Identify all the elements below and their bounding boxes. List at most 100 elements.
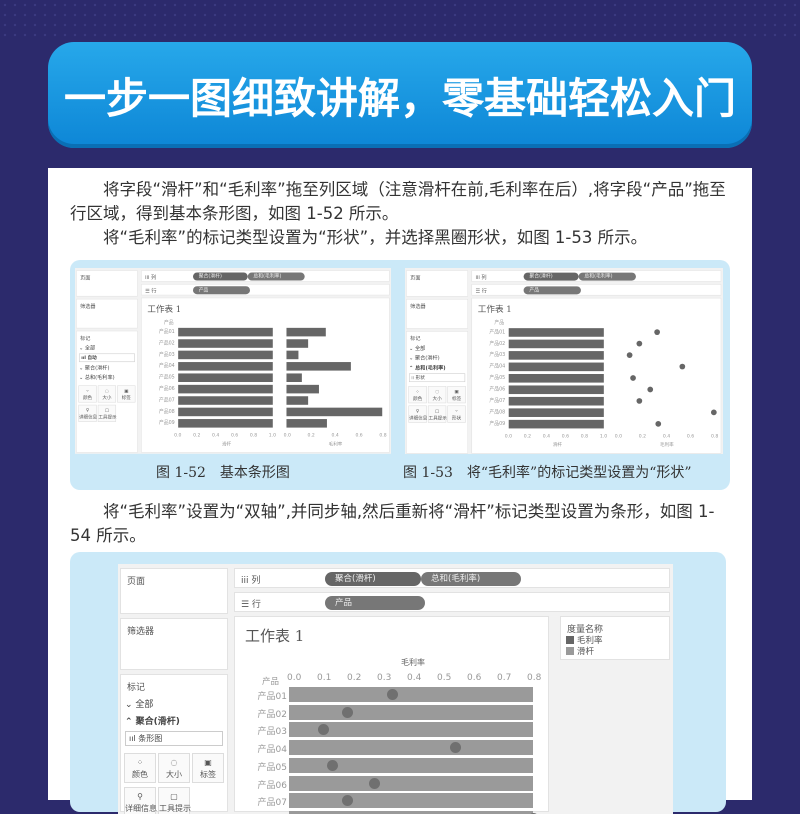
mark-button-icon: ⚲: [85, 407, 90, 413]
slider-tick: 0.2: [523, 433, 532, 439]
mark-button-icon: ⚲: [137, 792, 143, 801]
marks-card-item[interactable]: ⌄ 聚合(滑杆): [409, 355, 440, 362]
mark-button-label: 标签: [451, 395, 462, 401]
margin-dot: [655, 420, 662, 427]
sheet-title: 工作表 1: [245, 627, 305, 645]
mark-button-label: 标签: [121, 395, 131, 401]
mark-button-2[interactable]: ▣ 标签: [117, 385, 136, 403]
columns-shelf[interactable]: iii 列 聚合(滑杆) 总和(毛利率): [471, 270, 722, 282]
mark-button-0[interactable]: ⁘ 颜色: [408, 386, 427, 404]
sheet-view: 工作表 1 毛利率 0.0 0.1 0.2 0.3 0.4 0.5 0.6 0.7 0.8 产品 产品0…: [234, 616, 549, 814]
slider-bar: [178, 384, 273, 394]
mark-type-dropdown[interactable]: ııl 自动: [78, 353, 135, 363]
mark-button-1[interactable]: ◌ 大小: [97, 385, 117, 403]
mark-button-icon: ⁘: [415, 388, 420, 395]
mark-button-4[interactable]: ▢ 工具提示: [427, 405, 447, 423]
slider-tick: 0.4: [542, 433, 551, 439]
slider-bar: [289, 722, 533, 738]
background-pattern: [0, 0, 800, 40]
mark-button-1[interactable]: ◌ 大小: [158, 753, 190, 783]
figure-1-52: 页面 iii 列聚合(滑杆) 总和(毛利率) ☰ 行产品 筛选器 标记 ⌄ 全部 ııl 自动…: [75, 268, 391, 454]
mark-button-icon: ▣: [454, 388, 459, 395]
column-pill[interactable]: 聚合(滑杆): [192, 272, 248, 281]
slider-tick: 0.8: [249, 432, 258, 438]
marks-card-item[interactable]: ⌄ 全部: [78, 345, 96, 352]
margin-tick: 0.5: [437, 673, 452, 683]
mark-type-dropdown[interactable]: ııl 条形图: [125, 731, 223, 746]
mark-button-icon: ▢: [434, 408, 440, 414]
column-pill[interactable]: 聚合(滑杆): [325, 572, 421, 586]
marks-panel: 标记 ⌄ 全部 ⌄ 聚合(滑杆) ⌃ 总和(毛利率) ⁝⁝ 形状 ⁘ 颜色 ◌ 大小 ▣ 标签 ⚲ 详细…: [406, 331, 469, 454]
row-header: 产品: [163, 319, 174, 326]
filters-label: 筛选器: [127, 627, 155, 637]
product-label: 产品08: [489, 409, 506, 416]
figure-1-54: 页面 iii 列聚合(滑杆) 总和(毛利率) ☰ 行产品 筛选器 标记 ⌄ 全部 ⌃ 聚合(滑…: [118, 564, 674, 814]
mark-button-2[interactable]: ▣ 标签: [447, 386, 466, 404]
slider-bar: [508, 328, 604, 337]
mark-button-4[interactable]: ▢ 工具提示: [158, 787, 191, 814]
mark-button-1[interactable]: ◌ 大小: [427, 386, 447, 404]
row-pill[interactable]: 产品: [325, 596, 425, 610]
mark-button-5[interactable]: ⁘ 形状: [447, 405, 466, 423]
column-pill[interactable]: 总和(毛利率): [421, 572, 521, 586]
product-label: 产品09: [158, 420, 175, 426]
margin-dot: [626, 352, 633, 358]
marks-card-item[interactable]: ⌄ 全部: [409, 345, 426, 352]
margin-tick: 0.0: [614, 433, 623, 439]
product-label: 产品03: [158, 351, 175, 358]
marks-card-item[interactable]: ⌄ 全部: [125, 700, 154, 710]
mark-button-label: 工具提示: [159, 804, 191, 813]
slider-tick: 1.0: [599, 433, 608, 439]
mark-type-dropdown[interactable]: ⁝⁝ 形状: [409, 373, 466, 383]
product-label: 产品02: [257, 709, 287, 720]
product-label: 产品06: [158, 385, 175, 392]
margin-dot: [636, 398, 643, 404]
mark-button-label: 详细信息: [78, 414, 98, 420]
marks-card-item[interactable]: ⌃ 总和(毛利率): [409, 365, 446, 372]
column-pill[interactable]: 聚合(滑杆): [523, 272, 579, 281]
margin-tick: 0.4: [662, 433, 671, 439]
column-pill[interactable]: 总和(毛利率): [578, 272, 636, 281]
mark-button-2[interactable]: ▣ 标签: [192, 753, 224, 783]
slider-bar: [508, 419, 604, 429]
sheet-title: 工作表 1: [477, 304, 512, 315]
row-pill[interactable]: 产品: [523, 286, 581, 295]
rows-shelf[interactable]: ☰ 行 产品: [234, 592, 670, 612]
slider-bar: [178, 327, 273, 337]
mark-button-4[interactable]: ▢ 工具提示: [97, 404, 117, 422]
marks-card-item[interactable]: ⌄ 总和(毛利率): [78, 375, 115, 381]
mark-button-0[interactable]: ⁘ 颜色: [78, 385, 97, 403]
slider-bar: [178, 362, 273, 371]
row-pill[interactable]: 产品: [192, 286, 250, 295]
margin-axis-title: 毛利率: [401, 658, 425, 667]
slider-tick: 0.2: [193, 432, 201, 438]
columns-label: iii 列: [475, 274, 487, 281]
slider-bar: [508, 351, 604, 360]
mark-button-3[interactable]: ⚲ 详细信息: [124, 787, 157, 814]
figure-panel-bottom: 页面 iii 列聚合(滑杆) 总和(毛利率) ☰ 行产品 筛选器 标记 ⌄ 全部 ⌃ 聚合(滑…: [70, 552, 726, 814]
paragraph-3: 将“毛利率”设置为“双轴”,并同步轴,然后重新将“滑杆”标记类型设置为条形，如图…: [70, 502, 715, 545]
marks-card-item[interactable]: ⌃ 聚合(滑杆): [125, 717, 180, 727]
margin-bar: [286, 419, 328, 428]
row-header: 产品: [261, 677, 279, 687]
margin-tick: 0.4: [331, 432, 339, 438]
marks-label: 标记: [127, 683, 146, 693]
mark-button-3[interactable]: ⚲ 详细信息: [408, 405, 427, 423]
pages-panel: 页面: [76, 270, 138, 297]
columns-shelf[interactable]: iii 列 聚合(滑杆) 总和(毛利率): [141, 270, 390, 282]
mark-button-label: 颜色: [82, 395, 93, 401]
mark-button-label: 标签: [200, 770, 216, 779]
slider-tick: 1.0: [268, 432, 277, 438]
mark-button-3[interactable]: ⚲ 详细信息: [78, 404, 98, 422]
columns-shelf[interactable]: iii 列 聚合(滑杆) 总和(毛利率): [234, 568, 670, 588]
rows-shelf[interactable]: ☰ 行 产品: [471, 284, 722, 296]
banner-title: 一步一图细致讲解，零基础轻松入门: [63, 73, 736, 123]
legend-title: 度量名称: [567, 625, 604, 635]
margin-axis-title: 毛利率: [659, 442, 674, 448]
mark-button-0[interactable]: ⁘ 颜色: [124, 753, 156, 783]
rows-shelf[interactable]: ☰ 行 产品: [141, 283, 390, 296]
column-pill[interactable]: 总和(毛利率): [247, 272, 305, 281]
legend-swatch: [566, 636, 574, 644]
margin-bar: [286, 350, 299, 360]
marks-card-item[interactable]: ⌄ 聚合(滑杆): [78, 365, 110, 372]
